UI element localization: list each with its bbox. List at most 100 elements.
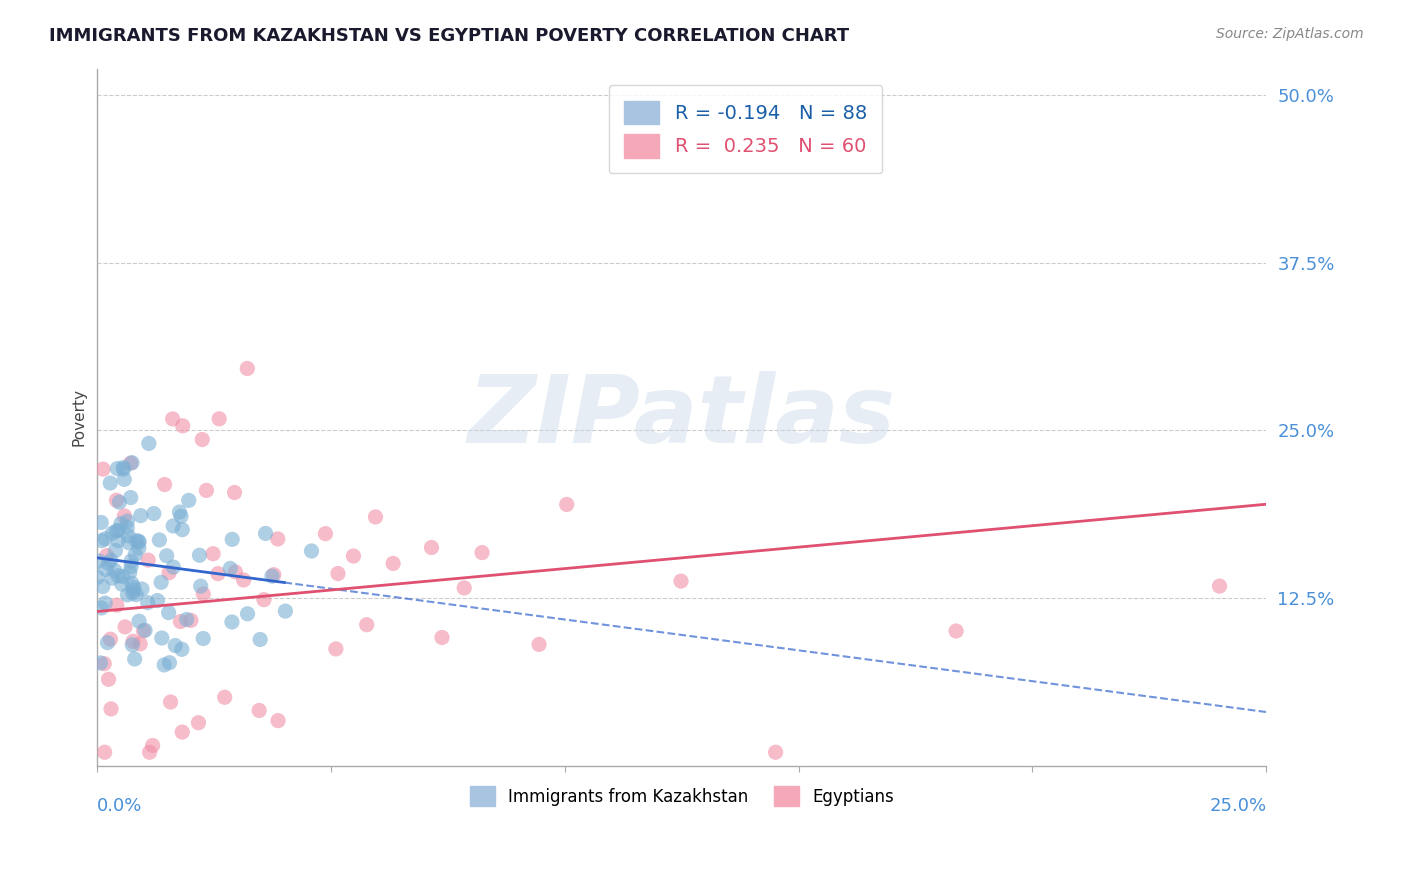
Point [107,533,129,548]
Y-axis label: Poverty: Poverty [72,388,86,446]
Point [97,673,120,687]
Point [107,524,129,538]
Point [112,460,135,475]
Point [96,549,118,563]
Point [114,620,136,634]
Point [430,631,453,645]
Legend: Immigrants from Kazakhstan, Egyptians: Immigrants from Kazakhstan, Egyptians [464,780,900,814]
Point [156,549,179,563]
Point [90,601,112,615]
Point [146,593,169,607]
Point [219,561,242,575]
Point [136,596,159,610]
Point [267,532,290,546]
Point [191,433,214,447]
Point [224,565,246,579]
Point [107,568,129,582]
Point [134,624,156,638]
Point [122,580,145,594]
Point [115,521,138,535]
Point [100,702,122,716]
Point [122,634,145,648]
Point [117,535,139,549]
Point [125,588,148,602]
Point [132,624,155,638]
Point [382,557,405,571]
Point [94,596,117,610]
Point [142,739,165,753]
Point [136,553,159,567]
Point [138,745,160,759]
Point [114,508,136,523]
Point [453,581,475,595]
Point [150,575,173,590]
Point [100,553,122,567]
Point [97,557,120,571]
Point [195,483,218,498]
Point [214,690,236,705]
Point [172,725,194,739]
Point [125,533,148,548]
Point [420,541,443,555]
Point [94,532,117,546]
Point [172,523,194,537]
Point [128,534,150,549]
Point [121,576,143,591]
Point [170,642,193,657]
Point [128,614,150,628]
Point [169,615,191,629]
Point [221,615,243,629]
Point [87,554,110,568]
Point [221,533,243,547]
Point [101,571,124,585]
Point [105,461,128,475]
Point [94,562,117,576]
Point [326,566,349,581]
Point [148,533,170,547]
Point [267,714,290,728]
Point [471,545,494,559]
Point [253,592,276,607]
Text: Source: ZipAtlas.com: Source: ZipAtlas.com [1216,27,1364,41]
Point [101,526,124,541]
Point [120,554,142,568]
Point [162,412,184,426]
Point [177,493,200,508]
Point [157,606,180,620]
Text: ZIPatlas: ZIPatlas [468,371,896,463]
Point [91,462,114,476]
Point [138,436,160,450]
Point [96,635,118,649]
Point [121,586,143,600]
Point [117,588,139,602]
Point [121,638,143,652]
Point [128,535,150,549]
Point [150,631,173,645]
Point [86,570,108,584]
Point [91,580,114,594]
Point [232,573,254,587]
Point [153,477,176,491]
Point [120,456,142,470]
Point [117,514,139,528]
Point [104,564,127,578]
Text: IMMIGRANTS FROM KAZAKHSTAN VS EGYPTIAN POVERTY CORRELATION CHART: IMMIGRANTS FROM KAZAKHSTAN VS EGYPTIAN P… [49,27,849,45]
Point [236,361,259,376]
Point [100,632,122,647]
Point [131,582,153,596]
Point [669,574,692,588]
Point [122,583,145,598]
Point [190,579,212,593]
Point [342,549,364,563]
Point [202,547,225,561]
Point [89,656,111,670]
Point [325,641,347,656]
Point [112,472,135,486]
Point [90,516,112,530]
Point [247,703,270,717]
Point [527,637,550,651]
Point [555,498,578,512]
Point [110,516,132,531]
Point [356,617,378,632]
Point [180,614,202,628]
